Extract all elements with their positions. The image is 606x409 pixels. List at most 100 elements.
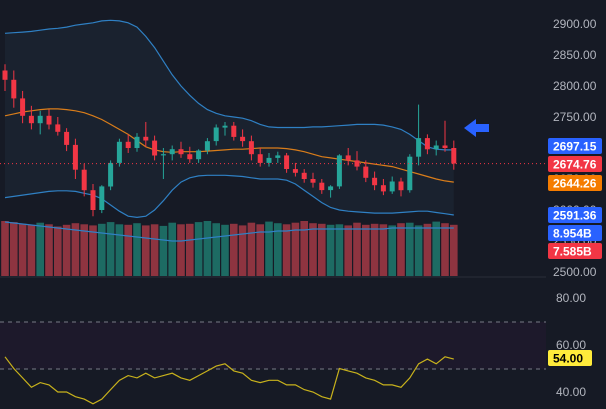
volume-bar [265,221,273,277]
volume-bar [309,223,317,276]
volume-bar [150,224,159,276]
volume-bar [71,223,80,276]
volume-bar [379,224,388,276]
candle-body [442,145,448,148]
candle-body [134,136,140,148]
volume-bar [142,225,150,276]
price-tick-label: 2500.00 [553,265,597,279]
volume-bar [106,222,115,276]
volume-bars [1,221,458,277]
volume-bar [318,223,326,277]
candle-body [266,157,272,163]
rsi-badge [548,350,592,366]
candle-body [363,166,369,178]
price-tick-label: 2800.00 [553,79,597,93]
volume-bar [335,224,344,276]
candle-body [240,136,246,142]
candle-body [222,125,228,128]
volume-bar [36,222,44,277]
rsi-tick-label: 80.00 [556,291,586,305]
candle-body [28,115,34,124]
candle-body [231,125,237,137]
volume-bar [344,225,352,276]
candle-body [11,79,17,99]
volume-bar [168,222,176,277]
candle-body [328,186,334,191]
candle-body [416,138,422,157]
candle-body [187,154,193,160]
volume-bar [62,224,71,276]
volume-bar [221,224,229,276]
candle-body [37,115,43,124]
candle-body [152,140,158,156]
candle-body [178,149,184,155]
price-badge-last-label: 2674.76 [553,158,597,172]
rsi-badge-label: 54.00 [553,352,583,366]
volume-bar [423,223,432,277]
candle-body [81,169,87,191]
candle-body [2,70,8,80]
price-tick-label: 2900.00 [553,17,597,31]
candle-body [398,181,404,191]
candle-body [284,155,290,169]
bollinger-lower-line [4,174,454,219]
candle-body [143,136,149,141]
volume-bar [159,225,168,276]
volume-bar [89,225,97,276]
volume-bar [27,224,36,276]
volume-bar [238,225,247,276]
candle-body [380,185,386,192]
volume-bar [10,222,18,276]
volume-bar [353,222,361,277]
rsi-band-fill [0,322,546,369]
candle-body [407,156,413,191]
volume-bar [326,224,335,276]
candle-body [301,172,307,179]
price-badge-lower-label: 2591.36 [553,209,597,223]
volume-bar [441,223,449,276]
volume-bar [203,221,212,276]
price-badge-lower [548,207,602,223]
candle-body [108,162,114,187]
volume-bar [186,223,194,277]
candle-body [64,131,70,145]
volume-bar [414,225,423,276]
candle-body [292,169,298,173]
candle-body [46,115,52,125]
volume-bar [291,222,300,277]
candle-body [319,182,325,191]
volume-bar [133,223,141,276]
volume-bar [54,226,62,276]
candle-body [257,154,263,163]
candles [2,64,457,217]
arrow-marker-icon [464,119,489,137]
volume-bar [362,224,370,276]
rsi-tick-label: 40.00 [556,385,586,399]
volume-bar [18,223,27,277]
volume-badge-label: 7.585B [553,245,592,259]
volume-bar [397,223,405,276]
volume-bar [230,223,238,277]
candle-body [196,150,202,160]
candle-body [389,181,395,192]
volume-bar [388,225,396,276]
rsi-tick-label: 60.00 [556,338,586,352]
rsi-axis[interactable]: 80.00 60.00 40.00 [556,291,586,399]
volume-bar [194,222,203,276]
volume-ma-badge [548,225,602,241]
candle-body [90,190,96,210]
volume-bar [450,224,458,276]
volume-bar [432,221,440,277]
candle-body [424,138,430,150]
candle-body [169,149,175,155]
price-badge-upper-label: 2697.15 [553,140,597,154]
candle-body [160,154,166,156]
candle-body [116,141,122,163]
volume-bar [80,224,88,276]
candle-body [451,148,457,164]
volume-bar [282,224,291,276]
volume-bar [274,223,282,276]
candle-body [125,141,131,148]
price-badge-last [548,156,602,172]
